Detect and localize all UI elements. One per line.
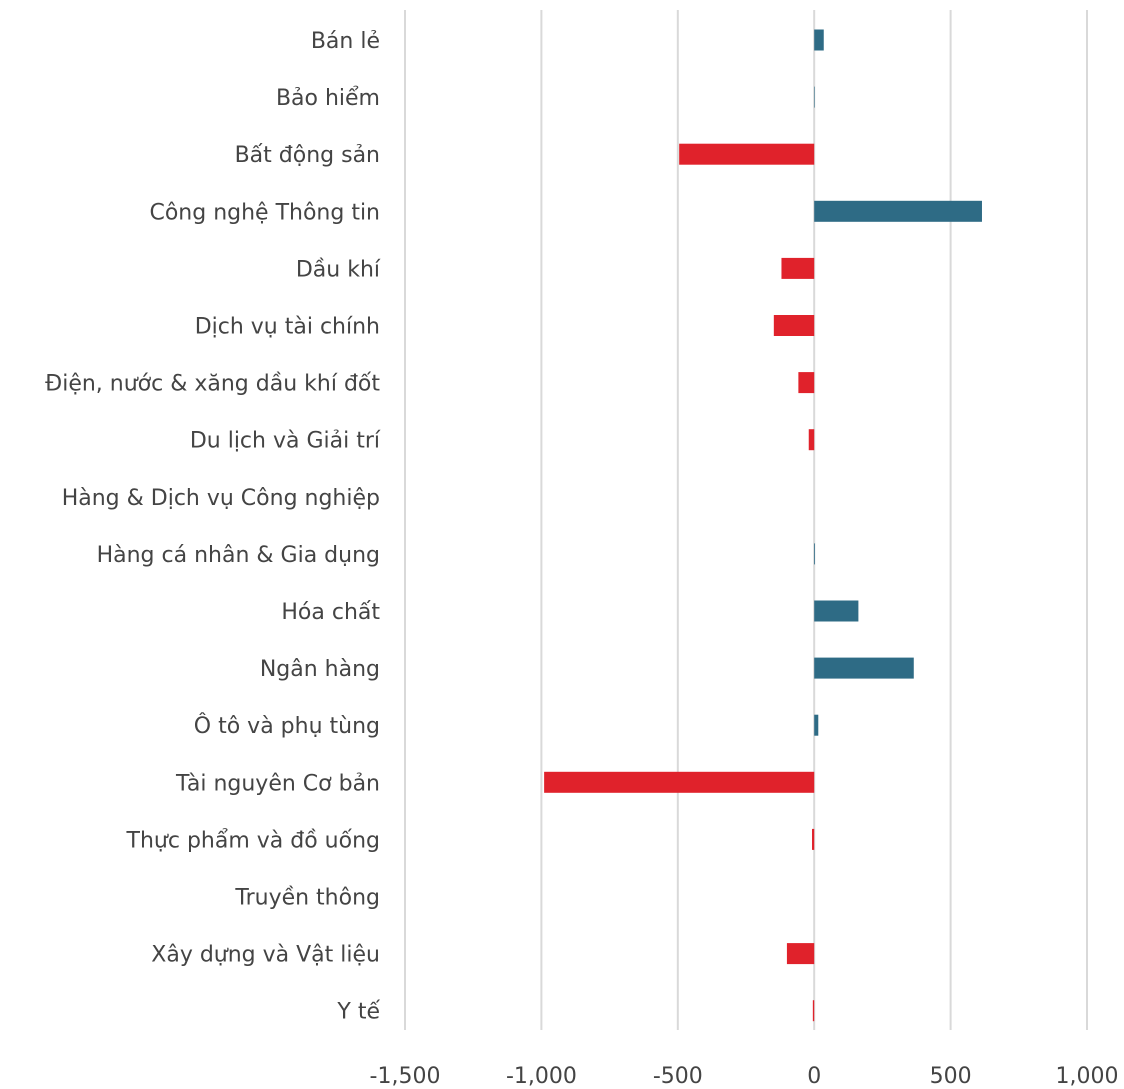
category-label: Truyền thông (234, 886, 380, 911)
category-label: Hàng cá nhân & Gia dụng (97, 543, 380, 568)
category-labels: Bán lẻ Bảo hiểm Bất động sản Công nghệ Thôn… (45, 29, 381, 1025)
bar (773, 315, 815, 336)
category-label: Thực phẩm và đồ uống (126, 828, 380, 853)
x-tick-label: 500 (930, 1064, 972, 1089)
x-tick-label: -1,500 (370, 1064, 441, 1089)
bar (814, 543, 816, 565)
category-label: Y tế (336, 1000, 380, 1025)
category-label: Công nghệ Thông tin (149, 200, 380, 225)
bar (812, 1000, 815, 1022)
x-tick-label: -1,000 (506, 1064, 577, 1089)
category-label: Bảo hiểm (276, 86, 380, 111)
bar (814, 657, 914, 679)
category-label: Hóa chất (281, 600, 380, 625)
bar (814, 29, 824, 51)
x-axis-tick-labels: -1,500 -1,000 -500 0 500 1,000 (370, 1064, 1119, 1089)
bar (814, 86, 815, 108)
category-label: Bán lẻ (311, 29, 380, 54)
bar (781, 257, 815, 279)
bar (814, 600, 859, 622)
category-label: Xây dựng và Vật liệu (151, 943, 380, 968)
x-tick-label: 0 (807, 1064, 821, 1089)
x-tick-label: 1,000 (1056, 1064, 1119, 1089)
category-label: Dịch vụ tài chính (195, 315, 380, 340)
x-tick-label: -500 (653, 1064, 703, 1089)
bar (679, 143, 815, 165)
bar (814, 714, 819, 736)
bar (808, 429, 815, 451)
category-label: Du lịch và Giải trí (190, 429, 381, 454)
category-label: Tài nguyên Cơ bản (175, 771, 380, 796)
bar (798, 372, 815, 394)
category-label: Điện, nước & xăng dầu khí đốt (45, 372, 380, 397)
category-label: Hàng & Dịch vụ Công nghiệp (62, 486, 380, 511)
bar (814, 200, 982, 222)
bar (544, 771, 815, 793)
bar (812, 828, 815, 850)
category-label: Bất động sản (235, 143, 380, 168)
bars (544, 29, 982, 1022)
gridlines (404, 10, 1088, 1030)
bar (786, 943, 815, 965)
category-label: Ô tô và phụ tùng (194, 713, 380, 739)
category-label: Ngân hàng (260, 657, 380, 682)
category-label: Dầu khí (296, 257, 381, 282)
